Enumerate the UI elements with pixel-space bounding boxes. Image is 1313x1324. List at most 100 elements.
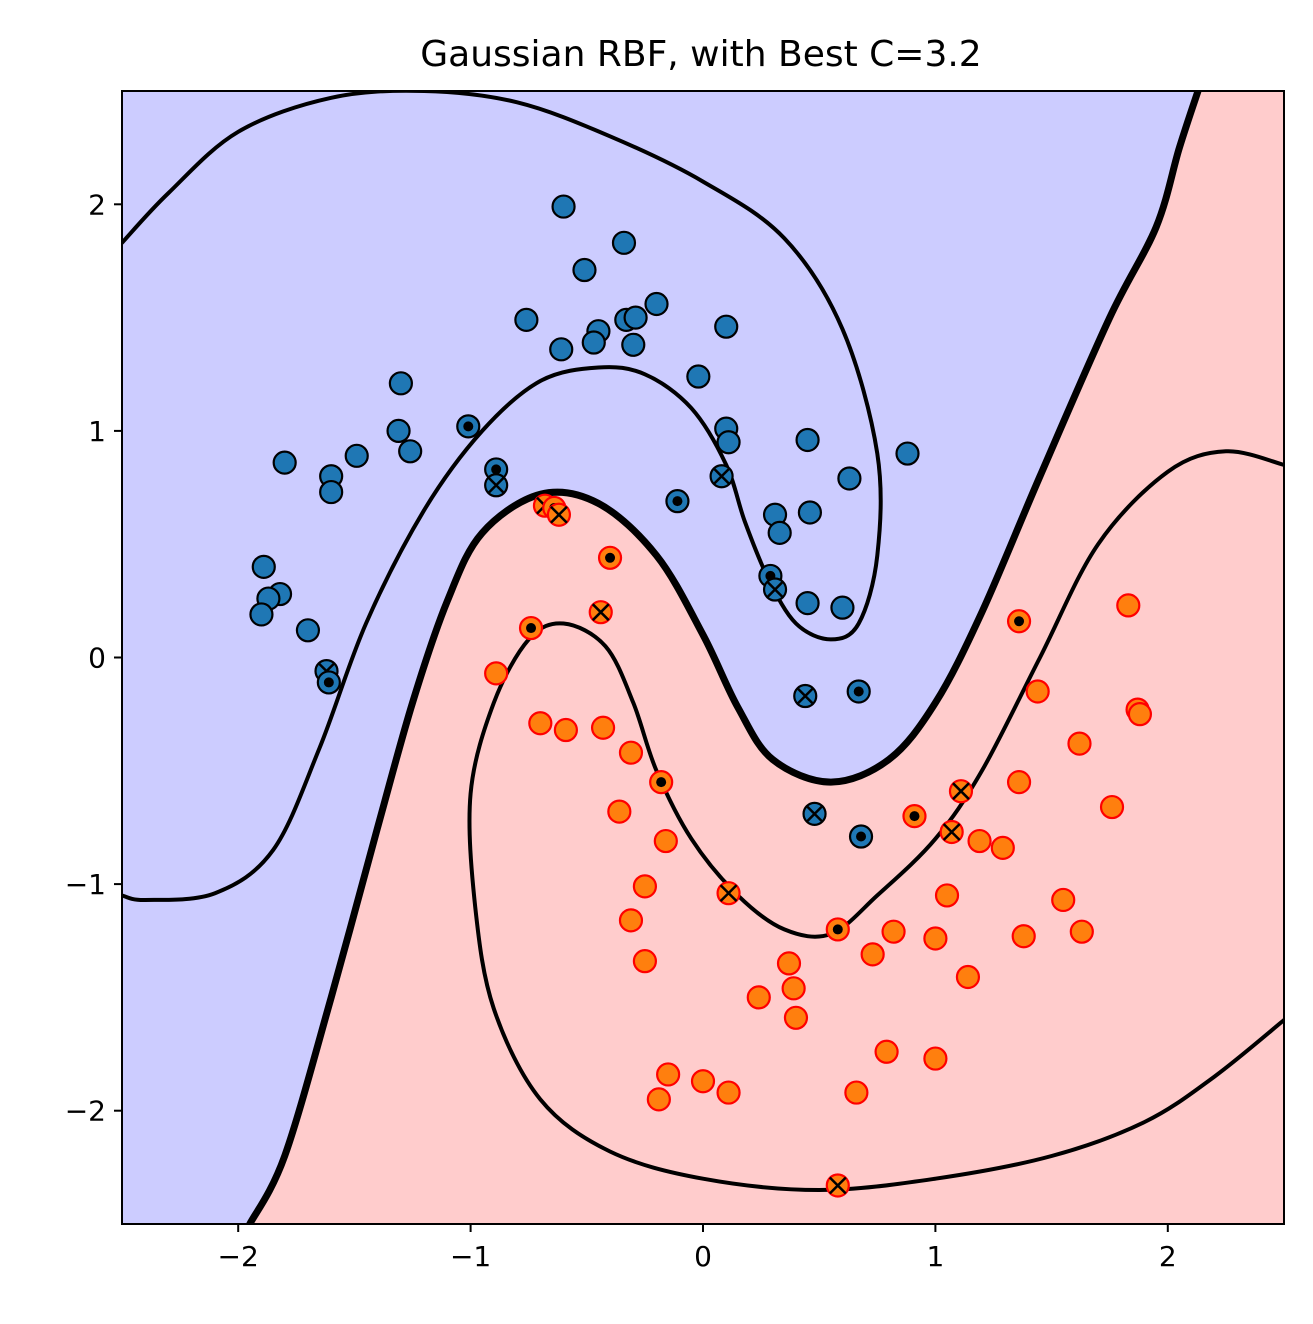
y-tick-label: 2 (88, 188, 106, 221)
support-vector-dot (526, 623, 537, 634)
class-1-point (484, 661, 509, 686)
support-vector-dot (853, 686, 864, 697)
y-axis: −2 −1 0 1 2 (65, 188, 122, 1128)
class-0-point (795, 591, 820, 616)
class-1-point (746, 985, 771, 1010)
class-0-point (895, 441, 920, 466)
class-1-point (553, 717, 578, 743)
class-0-point (295, 618, 321, 643)
class-1-point (632, 949, 658, 974)
class-1-point (955, 964, 981, 990)
support-vector-cross (591, 603, 610, 622)
class-0-point (611, 230, 637, 255)
class-0-support-vector (846, 679, 871, 704)
class-1-point (1011, 924, 1036, 949)
chart-title: Gaussian RBF, with Best C=3.2 (420, 34, 981, 75)
support-vector-dot (832, 924, 843, 935)
class-1-point (934, 883, 960, 908)
class-0-point (572, 257, 597, 283)
class-0-point (644, 291, 669, 317)
support-vector-cross (796, 687, 815, 705)
support-vector-dot (323, 677, 334, 688)
y-tick-label: 1 (88, 415, 106, 448)
support-vector-cross (766, 580, 784, 599)
class-1-point (1116, 593, 1141, 618)
class-1-point (1069, 919, 1094, 944)
contour-decision-boundary (246, 91, 1202, 1224)
class-1-point (967, 828, 992, 854)
support-vector-cross (942, 823, 961, 841)
class-0-support-vector (802, 801, 827, 826)
class-0-point (249, 602, 274, 627)
class-1-point (646, 1087, 671, 1112)
support-vector-dot (1014, 616, 1025, 627)
x-tick-label: −1 (450, 1240, 491, 1273)
class-1-point (690, 1069, 716, 1094)
class-0-point (388, 371, 413, 396)
class-1-point (1006, 770, 1032, 795)
class-1-point (618, 740, 644, 765)
class-1-support-vector (588, 600, 613, 625)
class-0-point (767, 520, 792, 545)
class-0-support-vector (709, 464, 734, 489)
support-vector-cross (805, 804, 824, 823)
class-1-support-vector (546, 502, 572, 527)
class-0-point (551, 194, 576, 219)
contour-margin-upper (122, 91, 883, 903)
class-1-point (590, 715, 616, 740)
class-1-point (1099, 794, 1125, 820)
class-1-point (990, 835, 1015, 860)
class-0-point (386, 418, 411, 443)
class-1-support-vector (1006, 609, 1032, 634)
class-1-support-vector (939, 819, 964, 845)
class-1-point (1067, 731, 1092, 756)
class-1-support-vector (518, 615, 544, 641)
support-vector-cross (487, 476, 506, 495)
class-0-point (830, 595, 855, 620)
support-vector-dot (656, 777, 667, 788)
class-0-point (797, 500, 823, 525)
class-0-point (581, 330, 606, 355)
class-0-point (514, 307, 539, 332)
class-1-point (783, 1005, 809, 1030)
class-1-point (632, 874, 658, 899)
contour-margin-lower (467, 449, 1284, 1193)
support-vector-dot (605, 552, 616, 563)
contour-layer (122, 91, 1284, 1224)
class-1-point (607, 799, 632, 824)
class-0-point (795, 427, 820, 453)
x-tick-label: 0 (694, 1240, 712, 1273)
points-layer (249, 194, 1153, 1198)
class-1-point (781, 976, 806, 1001)
y-tick-label: −2 (65, 1095, 106, 1128)
class-1-point (860, 942, 885, 967)
plot-area (122, 91, 1284, 1224)
class-1-support-vector (948, 779, 974, 804)
class-1-support-vector (825, 917, 850, 942)
class-1-support-vector (825, 1173, 850, 1198)
class-0-support-vector (665, 489, 690, 514)
support-vector-dot (672, 496, 683, 507)
support-vector-dot (463, 421, 474, 432)
class-1-point (844, 1080, 869, 1105)
support-vector-cross (550, 505, 568, 524)
class-0-point (319, 479, 344, 505)
support-vector-dot (909, 811, 920, 822)
support-vector-dot (856, 831, 867, 842)
x-tick-label: 1 (926, 1240, 944, 1273)
class-0-support-vector (484, 473, 509, 498)
x-axis: −2 −1 0 1 2 (218, 1224, 1177, 1273)
class-0-point (344, 443, 369, 468)
class-1-point (923, 1046, 948, 1071)
class-0-support-vector (762, 577, 788, 602)
class-1-point (881, 919, 906, 944)
class-1-point (1127, 702, 1153, 727)
class-1-point (776, 951, 802, 976)
y-tick-label: −1 (65, 868, 106, 901)
class-0-point (623, 305, 648, 330)
class-0-point (837, 466, 862, 491)
support-vector-dot (491, 464, 502, 475)
class-1-support-vector (597, 545, 623, 570)
class-0-point (621, 332, 646, 357)
